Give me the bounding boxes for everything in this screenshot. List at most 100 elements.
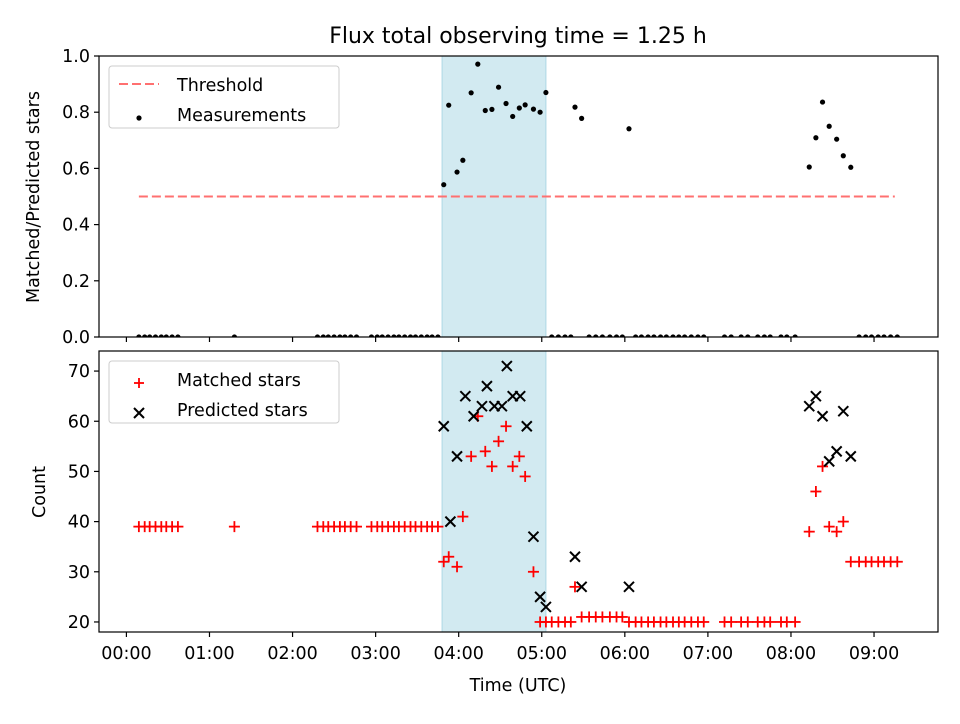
measurements-point: [460, 157, 466, 163]
predicted-stars-point-b: [816, 410, 829, 422]
top-y-tick-label: 1.0: [62, 47, 90, 67]
measurements-point: [894, 334, 900, 337]
measurements-point: [418, 334, 424, 337]
matched-stars-point: [486, 460, 498, 472]
measurements-point: [136, 334, 142, 337]
predicted-stars-point-b: [476, 400, 488, 412]
measurements-point: [676, 334, 682, 337]
measurements-point: [475, 61, 481, 67]
matched-stars-point: [443, 551, 455, 563]
measurements-point: [619, 334, 625, 337]
measurements-point: [613, 334, 620, 337]
chart-title: Flux total observing time = 1.25 h: [329, 24, 707, 49]
matched-stars-point: [810, 486, 822, 497]
top-y-tick-label: 0.4: [62, 216, 90, 236]
measurements-point: [607, 334, 613, 337]
measurements-point: [516, 105, 522, 111]
measurements-point: [391, 334, 397, 337]
measurements-point: [385, 334, 391, 337]
predicted-stars-point: [496, 400, 508, 412]
matched-stars-point: [451, 561, 463, 573]
predicted-stars-point: [514, 390, 526, 402]
measurements-point: [549, 334, 555, 337]
matched-stars-point: [698, 616, 710, 628]
matched-stars-point: [817, 460, 829, 472]
measurements-point: [738, 334, 744, 337]
predicted-stars-point-b: [803, 400, 815, 412]
predicted-stars-point: [451, 450, 463, 463]
measurements-point: [368, 334, 375, 337]
x-tick-label: 01:00: [184, 644, 234, 664]
measurements-point: [446, 102, 452, 108]
predicted-stars-point: [527, 530, 540, 543]
measurements-point: [482, 107, 488, 114]
legend-predicted-swatch-b: [133, 407, 145, 419]
x-tick-label: 03:00: [350, 644, 400, 664]
measurements-point: [599, 334, 605, 337]
top-y-tick-label: 0.8: [62, 103, 90, 123]
measurements-point: [435, 334, 441, 337]
measurements-point: [863, 334, 869, 337]
matched-stars-point: [831, 526, 843, 538]
measurements-point: [429, 334, 435, 337]
x-tick-label: 06:00: [600, 644, 650, 664]
predicted-stars-point-b: [481, 380, 493, 392]
legend-label-matched-stars: Matched stars: [177, 371, 301, 391]
measurements-point: [163, 334, 169, 337]
measurements-point: [633, 334, 639, 337]
measurements-point: [868, 334, 875, 337]
top-y-tick-label: 0.0: [62, 328, 90, 348]
matched-stars-point: [438, 556, 450, 568]
measurements-point: [510, 113, 516, 120]
matched-stars-point: [432, 521, 444, 533]
matched-stars-point: [465, 450, 477, 462]
measurements-point: [407, 334, 414, 337]
bottom-legend-box: [108, 360, 340, 424]
measurements-point: [374, 334, 380, 337]
measurements-point: [695, 334, 701, 337]
bottom-y-tick-label: 60: [68, 412, 90, 432]
measurements-point: [761, 334, 767, 337]
matched-stars-point: [351, 521, 363, 533]
x-tick-label: 04:00: [433, 644, 483, 664]
predicted-stars-point-b: [459, 390, 472, 402]
predicted-stars-point: [476, 400, 488, 412]
measurements-point: [441, 182, 447, 188]
top-axes-frame: [98, 55, 939, 338]
x-tick-label: 02:00: [267, 644, 317, 664]
predicted-stars-point: [623, 581, 635, 593]
measurements-point: [231, 334, 238, 337]
predicted-stars-point-b: [575, 581, 588, 593]
measurements-point: [379, 334, 385, 337]
predicted-stars-point-b: [823, 455, 835, 468]
matched-stars-point: [479, 445, 491, 457]
measurements-point: [670, 334, 676, 337]
measurements-point: [840, 153, 846, 159]
measurements-point: [314, 334, 321, 337]
measurements-point: [834, 136, 840, 142]
measurements-point: [522, 102, 528, 108]
measurements-point: [337, 334, 343, 337]
predicted-stars-point-b: [810, 390, 822, 402]
bottom-observing-window: [441, 350, 547, 633]
measurements-point: [784, 334, 790, 337]
measurements-point: [562, 334, 568, 337]
matched-stars-point: [823, 521, 835, 533]
measurements-point: [645, 334, 651, 337]
matched-stars-point: [493, 435, 505, 447]
predicted-stars-point: [845, 450, 857, 463]
bottom-y-tick-label: 70: [68, 362, 90, 382]
measurements-point: [555, 334, 561, 337]
bottom-y-tick-label: 30: [68, 563, 90, 583]
x-tick-label: 09:00: [849, 644, 899, 664]
measurements-point: [856, 334, 862, 337]
predicted-stars-point-b: [540, 601, 552, 613]
predicted-stars-point: [816, 410, 829, 422]
measurements-point: [495, 84, 502, 90]
measurements-point: [530, 106, 537, 112]
top-y-axis-label: Matched/Predicted stars: [24, 91, 44, 303]
measurements-point: [663, 334, 669, 337]
predicted-stars-point: [534, 591, 546, 603]
measurements-point: [626, 126, 632, 132]
predicted-stars-point-b: [830, 445, 843, 458]
